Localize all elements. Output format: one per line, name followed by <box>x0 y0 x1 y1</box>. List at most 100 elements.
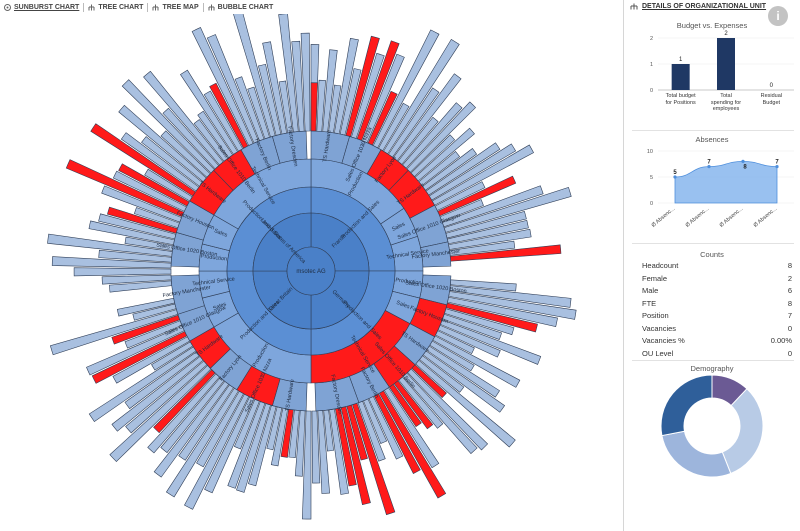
absence-value-label: 8 <box>743 164 747 170</box>
absence-point <box>775 165 779 169</box>
absence-category-label: Ø Absenc... <box>753 206 779 229</box>
sunburst-department-label: Sales <box>395 300 410 311</box>
count-value: 8 <box>787 298 792 308</box>
panel-divider <box>623 0 624 531</box>
budget-title: Budget vs. Expenses <box>676 21 748 30</box>
panel-title[interactable]: DETAILS OF ORGANIZATIONAL UNIT <box>630 3 766 10</box>
sunburst-unit-label: TS Hardware <box>285 379 296 412</box>
sunburst-department-label: Production <box>200 253 227 262</box>
tab-label: TREE CHART <box>98 3 144 11</box>
sunburst-unit-label: TS Hardware <box>322 130 332 163</box>
absence-point <box>673 175 677 179</box>
count-row-female: Female 2 <box>642 274 792 287</box>
donut-slice[interactable] <box>660 374 713 437</box>
count-row-male: Male 6 <box>642 286 792 299</box>
info-button[interactable]: i <box>768 6 788 26</box>
org-unit-icon <box>630 3 638 10</box>
count-row-vacancies: Vacancies 0 <box>642 324 792 337</box>
view-tabs: SUNBURST CHART TREE CHART TREE MAP BUBBL… <box>0 0 623 14</box>
tab-tree-map[interactable]: TREE MAP <box>148 0 202 14</box>
count-value: 2 <box>787 273 792 283</box>
details-panel: DETAILS OF ORGANIZATIONAL UNIT i Budget … <box>624 0 800 531</box>
count-label: Vacancies % <box>642 336 685 345</box>
bar-value-label: 0 <box>770 83 774 89</box>
absence-category-label: Ø Absenc... <box>719 206 745 229</box>
y-tick-label: 0 <box>650 88 653 94</box>
absence-point <box>707 165 711 169</box>
sunburst-department-label: Sales <box>213 228 228 239</box>
count-row-ou-level: OU Level 0 <box>642 349 792 362</box>
absence-category-label: Ø Absenc... <box>685 206 711 229</box>
count-label: Vacancies <box>642 323 677 333</box>
count-value: 0 <box>787 323 792 333</box>
sunburst-department-label: Sales <box>391 221 406 233</box>
bar-category-label: Residual Budget <box>760 93 783 106</box>
tab-tree-chart[interactable]: TREE CHART <box>84 0 147 14</box>
count-row-position: Position 7 <box>642 311 792 324</box>
section-divider <box>632 130 794 131</box>
absence-point <box>741 159 745 163</box>
count-row-fte: FTE 8 <box>642 299 792 312</box>
section-divider <box>632 360 794 361</box>
sunburst-root-label: msotec AG <box>296 269 326 275</box>
tab-label: TREE MAP <box>162 3 199 11</box>
absence-area <box>674 160 778 204</box>
sunburst-leaf-segment[interactable] <box>73 267 172 277</box>
bar-category-label: Total budget for Positions <box>665 93 696 106</box>
tree-map-icon <box>152 4 159 10</box>
bar-value-label: 1 <box>679 57 683 63</box>
tab-bubble-chart[interactable]: BUBBLE CHART <box>204 0 278 14</box>
counts-table: Headcount 8 Female 2 Male 6 FTE 8 Position 7 … <box>642 261 792 361</box>
count-row-headcount: Headcount 8 <box>642 261 792 274</box>
bar-category-label: Total spending for employees <box>710 93 742 112</box>
tab-divider <box>147 2 149 12</box>
sunburst-leaf-segment[interactable] <box>310 82 318 132</box>
count-label: Male <box>642 286 659 295</box>
tab-label: SUNBURST CHART <box>14 3 80 11</box>
sunburst-root[interactable] <box>286 246 336 296</box>
count-value: 0.00% <box>770 336 792 345</box>
sunburst-chart-area: msotec AG France Germany Great Britain Unite… <box>0 14 623 531</box>
count-value: 6 <box>787 286 792 295</box>
sunburst-department-label: Sales <box>212 301 227 312</box>
absences-title: Absences <box>695 135 729 144</box>
donut-slice[interactable] <box>661 430 732 478</box>
count-label: OU Level <box>642 348 674 358</box>
absences-area-chart: 0 5 10 5 Ø Absenc... 7 Ø Absenc... 8 Ø Absenc...… <box>647 149 794 229</box>
count-value: 7 <box>787 311 792 320</box>
absence-value-label: 5 <box>673 170 677 176</box>
counts-title: Counts <box>700 250 724 259</box>
sunburst-icon <box>4 3 11 11</box>
absence-value-label: 7 <box>707 160 711 166</box>
count-label: Female <box>642 273 668 283</box>
count-label: FTE <box>642 298 657 308</box>
absence-category-label: Ø Absenc... <box>651 206 677 229</box>
info-icon: i <box>776 9 780 23</box>
section-divider <box>632 243 794 244</box>
sunburst-unit-label: Factory Manchester <box>411 249 460 261</box>
y-tick-label: 0 <box>650 201 653 207</box>
y-tick-label: 1 <box>650 62 653 68</box>
demography-title: Demography <box>690 364 734 373</box>
bar-value-label: 2 <box>724 31 728 37</box>
donut-slice[interactable] <box>721 388 764 475</box>
y-tick-label: 5 <box>650 175 653 181</box>
tab-label: BUBBLE CHART <box>217 3 274 11</box>
count-row-vacancies-percent: Vacancies % 0.00% <box>642 336 792 349</box>
budget-bar-chart: 0 1 2 1 2 0 <box>650 31 794 94</box>
tab-divider <box>202 2 204 12</box>
bar <box>671 64 690 90</box>
count-value: 0 <box>787 348 792 358</box>
sunburst-department-label: Technical Service <box>192 276 235 287</box>
absence-value-label: 7 <box>775 160 779 166</box>
sunburst-department-label: Production <box>395 277 422 286</box>
count-label: Headcount <box>642 261 679 270</box>
panel-title-text: DETAILS OF ORGANIZATIONAL UNIT <box>642 3 767 10</box>
tree-chart-icon <box>88 4 95 10</box>
count-value: 8 <box>787 261 792 270</box>
count-label: Position <box>642 311 669 320</box>
tab-divider <box>83 2 85 12</box>
tab-sunburst-chart[interactable]: SUNBURST CHART <box>0 0 83 14</box>
